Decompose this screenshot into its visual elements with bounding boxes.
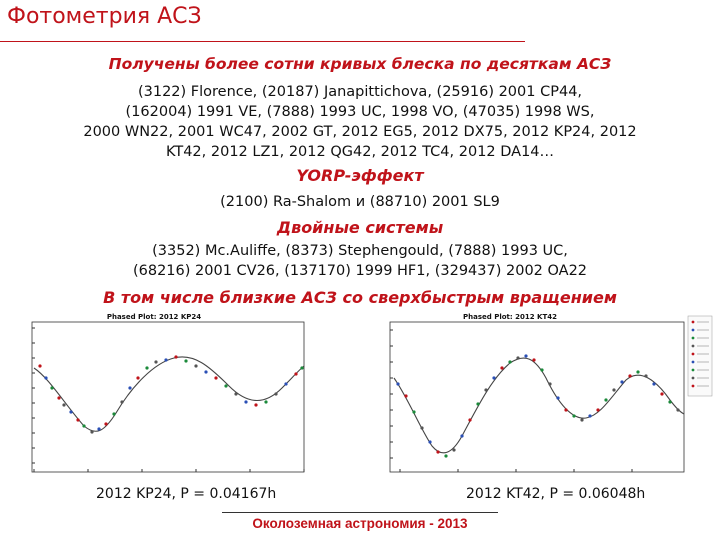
plot-caption-kt42: 2012 KT42, P = 0.06048h (466, 486, 646, 502)
section-heading-binary: Двойные системы (276, 218, 444, 237)
x-axis-ticks (33, 469, 305, 472)
yorp-list-line: (2100) Ra-Shalom и (88710) 2001 SL9 (220, 194, 500, 210)
plot-title-kp24: Phased Plot: 2012 KP24 (107, 313, 201, 321)
footer-divider (222, 512, 498, 513)
section-heading-lightcurves: Получены более сотни кривых блеска по де… (108, 55, 612, 73)
asteroid-list-line-1: (3122) Florence, (20187) Janapittichova,… (137, 84, 583, 100)
y-axis-ticks (390, 329, 393, 459)
plot-legend (687, 315, 713, 397)
data-points (396, 354, 680, 458)
data-points (38, 355, 304, 434)
asteroid-list-line-3: 2000 WN22, 2001 WC47, 2002 GT, 2012 EG5,… (83, 124, 637, 140)
plot-axes (389, 321, 685, 473)
phased-plot-kp24: Phased Plot: 2012 KP24 (4, 308, 344, 484)
x-axis-ticks (399, 469, 633, 472)
plot-axes (31, 321, 305, 473)
plot-caption-kp24: 2012 KP24, P = 0.04167h (96, 486, 277, 502)
slide-title: Фотометрия АСЗ (7, 4, 202, 29)
binary-list-line-1: (3352) Mc.Auliffe, (8373) Stephengould, … (152, 243, 568, 259)
footer-text: Околоземная астрономия - 2013 (252, 516, 468, 531)
asteroid-list-line-2: (162004) 1991 VE, (7888) 1993 UC, 1998 V… (125, 104, 595, 120)
section-heading-yorp: YORP-эффект (296, 166, 424, 185)
section-heading-fast-rotators: В том числе близкие АСЗ со сверхбыстрым … (103, 288, 617, 307)
asteroid-list-line-4: KT42, 2012 LZ1, 2012 QG42, 2012 TC4, 201… (165, 144, 555, 160)
y-axis-ticks (32, 327, 35, 464)
plot-title-kt42: Phased Plot: 2012 KT42 (463, 313, 557, 321)
phased-plot-kt42: Phased Plot: 2012 KT42 (360, 308, 716, 484)
binary-list-line-2: (68216) 2001 CV26, (137170) 1999 HF1, (3… (132, 263, 588, 279)
title-underline (0, 41, 525, 42)
